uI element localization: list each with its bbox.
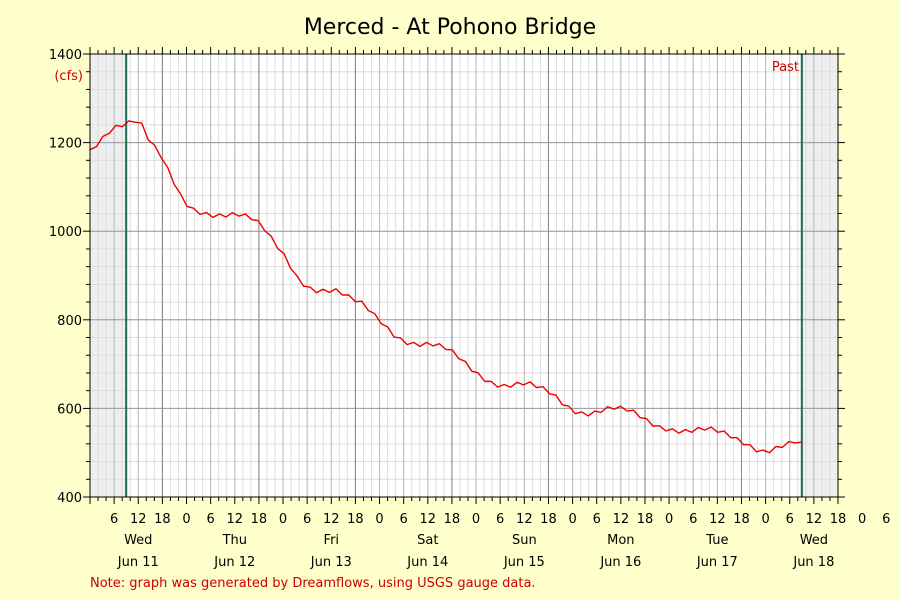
y-tick-label: 1000 [49, 225, 82, 240]
x-tick-label: 12 [227, 512, 244, 527]
footnote: Note: graph was generated by Dreamflows,… [90, 576, 536, 591]
x-tick-label: 12 [420, 512, 437, 527]
x-tick-label: 18 [637, 512, 654, 527]
plot-background [90, 54, 838, 497]
day-weekday-label: Wed [124, 533, 152, 548]
plot-frame [89, 53, 839, 498]
x-tick-label: 12 [613, 512, 630, 527]
day-weekday-label: Wed [800, 533, 828, 548]
y-tick-label: 600 [57, 402, 82, 417]
day-date-label: Jun 16 [599, 555, 641, 570]
x-tick-label: 12 [323, 512, 340, 527]
day-weekday-label: Thu [222, 533, 247, 548]
x-tick-label: 12 [806, 512, 823, 527]
x-tick-label: 18 [733, 512, 750, 527]
x-tick-label: 0 [761, 512, 769, 527]
x-tick-label: 0 [665, 512, 673, 527]
x-tick-label: 12 [709, 512, 726, 527]
x-tick-label: 6 [593, 512, 601, 527]
x-tick-label: 0 [858, 512, 866, 527]
x-tick-label: 12 [516, 512, 533, 527]
series-line [89, 120, 802, 454]
x-tick-label: 18 [347, 512, 364, 527]
x-tick-label: 18 [154, 512, 171, 527]
day-weekday-label: Tue [705, 533, 728, 548]
y-tick-label: 400 [57, 491, 82, 506]
day-date-label: Jun 14 [406, 555, 448, 570]
day-date-label: Jun 18 [792, 555, 834, 570]
y-tick-label: 1400 [49, 48, 82, 63]
x-tick-label: 18 [251, 512, 268, 527]
x-tick-label: 0 [279, 512, 287, 527]
x-tick-label: 6 [400, 512, 408, 527]
y-axis-unit-label: (cfs) [54, 69, 83, 84]
x-tick-label: 6 [496, 512, 504, 527]
day-date-label: Jun 15 [503, 555, 545, 570]
day-weekday-label: Sat [417, 533, 438, 548]
x-tick-label: 0 [472, 512, 480, 527]
x-tick-label: 6 [110, 512, 118, 527]
x-tick-label: 12 [130, 512, 147, 527]
y-tick-label: 1200 [49, 137, 82, 152]
x-tick-label: 0 [568, 512, 576, 527]
day-weekday-label: Fri [324, 533, 340, 548]
shaded-region-end [801, 54, 838, 497]
x-tick-label: 0 [182, 512, 190, 527]
shaded-region-start [90, 54, 127, 497]
past-label: Past [772, 60, 799, 75]
chart-title: Merced - At Pohono Bridge [304, 15, 596, 40]
y-tick-label: 800 [57, 314, 82, 329]
day-date-label: Jun 17 [696, 555, 738, 570]
x-tick-label: 6 [786, 512, 794, 527]
x-tick-label: 6 [207, 512, 215, 527]
x-tick-label: 18 [540, 512, 557, 527]
x-tick-label: 6 [303, 512, 311, 527]
x-tick-label: 6 [882, 512, 890, 527]
x-tick-label: 18 [830, 512, 847, 527]
x-tick-label: 0 [375, 512, 383, 527]
day-weekday-label: Mon [607, 533, 634, 548]
day-date-label: Jun 12 [213, 555, 255, 570]
day-weekday-label: Sun [512, 533, 537, 548]
day-date-label: Jun 13 [310, 555, 352, 570]
x-tick-label: 18 [444, 512, 461, 527]
day-date-label: Jun 11 [117, 555, 159, 570]
x-tick-label: 6 [689, 512, 697, 527]
